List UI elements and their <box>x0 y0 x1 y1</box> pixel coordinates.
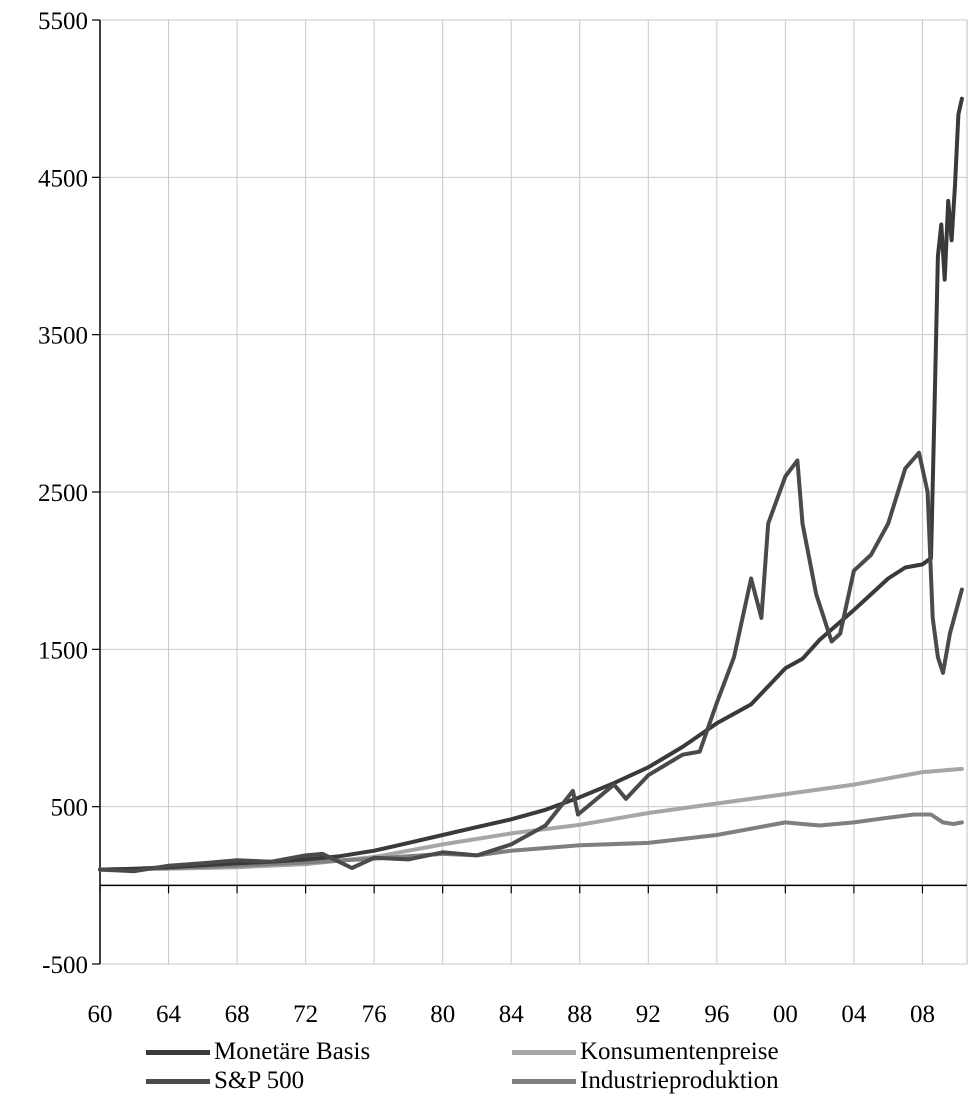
legend-label: Industrieproduktion <box>580 1067 779 1094</box>
x-tick-label: 92 <box>636 1001 661 1028</box>
series-line-0 <box>98 96 964 872</box>
x-tick-label: 72 <box>293 1001 318 1028</box>
y-tick-label: 3500 <box>38 323 88 350</box>
x-tick-label: 84 <box>499 1001 525 1028</box>
series-line-1 <box>98 450 964 874</box>
x-tick-label: 76 <box>362 1001 387 1028</box>
y-tick-label: 500 <box>51 795 89 822</box>
legend-item-monetare-basis: Monetäre Basis <box>146 1037 370 1067</box>
legend-swatch <box>146 1078 210 1084</box>
x-tick-label: 04 <box>841 1001 867 1028</box>
x-tick-label: 60 <box>88 1001 113 1028</box>
x-tick-label: 08 <box>910 1001 935 1028</box>
legend-item-sp500: S&P 500 <box>146 1066 304 1096</box>
y-tick-label: -500 <box>42 952 88 979</box>
legend-item-industrieproduktion: Industrieproduktion <box>512 1066 779 1096</box>
y-tick-label: 2500 <box>38 480 88 507</box>
y-tick-label: 4500 <box>38 165 88 192</box>
legend-label: S&P 500 <box>214 1067 305 1094</box>
x-tick-labels: 60 64 68 72 76 80 84 88 92 96 00 04 08 <box>88 1001 935 1028</box>
legend-swatch <box>146 1049 210 1055</box>
x-tick-label: 88 <box>567 1001 592 1028</box>
line-chart: -500 500 1500 2500 3500 4500 5500 60 64 68 72 76 80… <box>38 8 968 1028</box>
legend: Monetäre Basis Konsumentenpreise S&P 500… <box>0 1037 972 1097</box>
legend-label: Monetäre Basis <box>214 1038 371 1065</box>
legend-swatch <box>512 1049 576 1055</box>
legend-label: Konsumentenpreise <box>580 1038 779 1065</box>
y-tick-labels: -500 500 1500 2500 3500 4500 5500 <box>38 8 88 979</box>
x-tick-label: 68 <box>225 1001 250 1028</box>
gridlines <box>99 19 968 965</box>
series-lines <box>98 96 964 874</box>
legend-item-konsumentenpreise: Konsumentenpreise <box>512 1037 779 1067</box>
x-tick-label: 64 <box>156 1001 182 1028</box>
x-tick-label: 00 <box>773 1001 798 1028</box>
series-line-2 <box>98 766 964 872</box>
x-tick-label: 80 <box>430 1001 455 1028</box>
legend-swatch <box>512 1078 576 1084</box>
y-tick-label: 1500 <box>38 637 88 664</box>
axes <box>92 19 967 965</box>
x-tick-label: 96 <box>704 1001 729 1028</box>
y-tick-label: 5500 <box>38 8 88 35</box>
series-line-3 <box>98 812 964 872</box>
